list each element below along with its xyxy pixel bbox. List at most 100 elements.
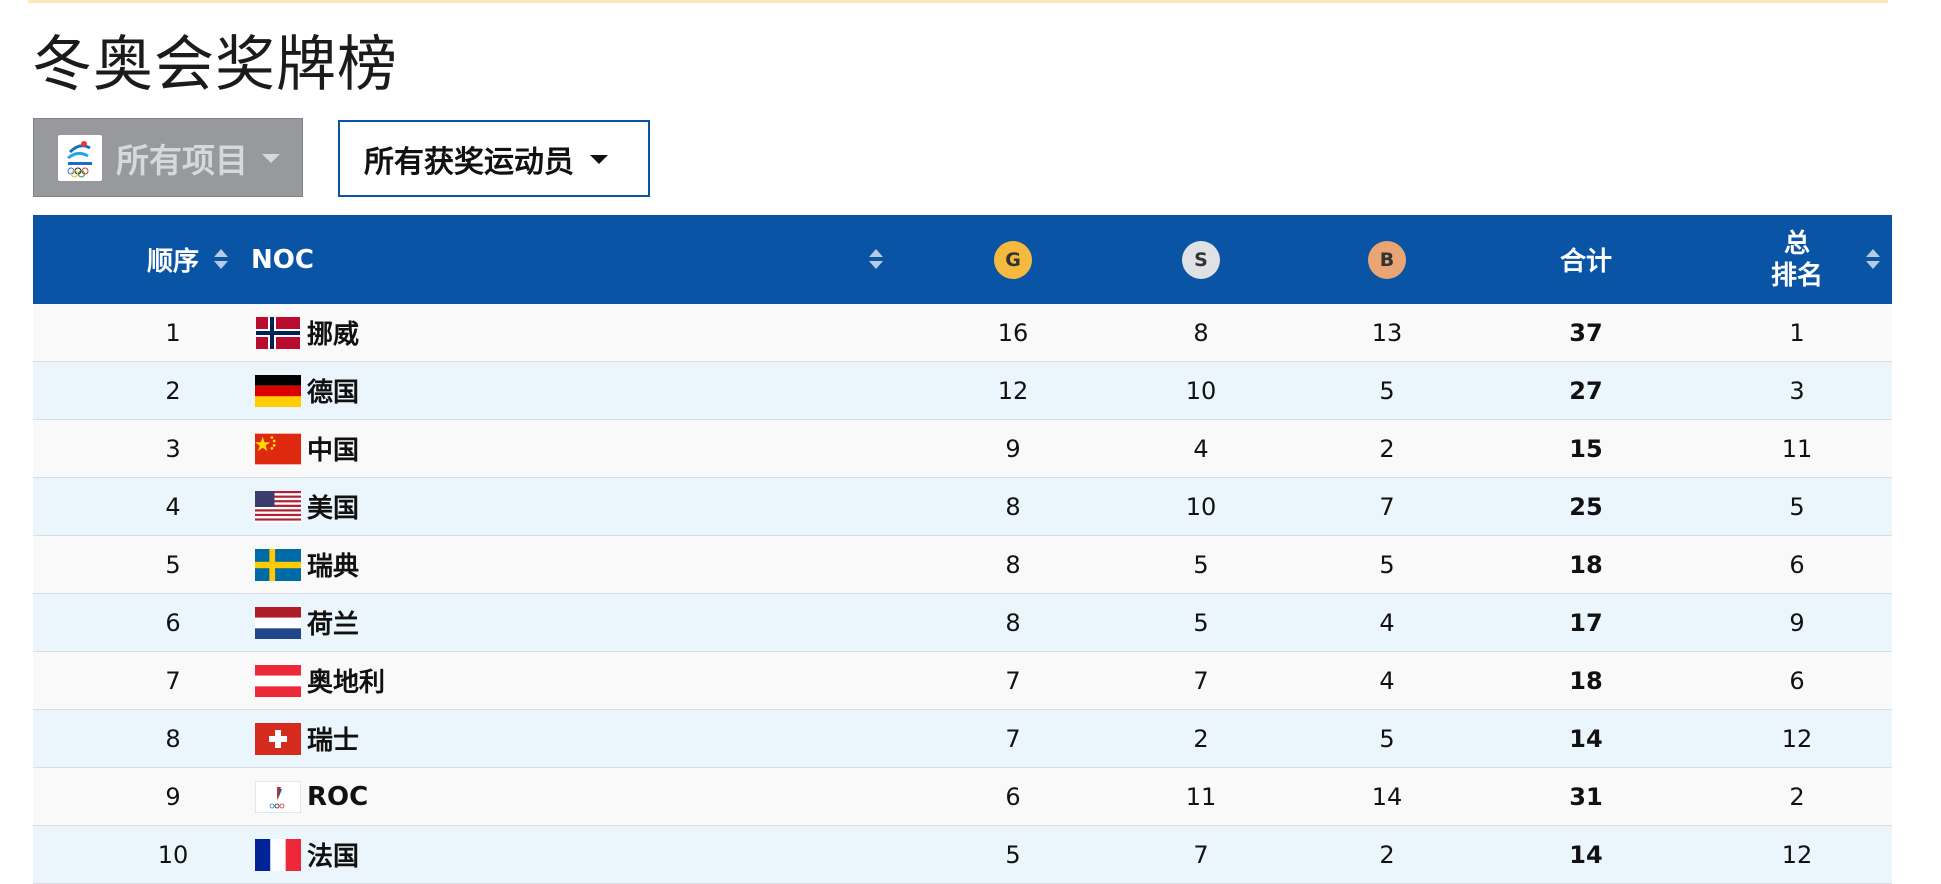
row-order: 7 xyxy=(165,666,181,695)
silver-count: 11 xyxy=(1185,782,1217,811)
header-rank-line2: 排名 xyxy=(1770,260,1823,291)
medal-table-body: 1 挪威 16 8 13 37 1 2 德国 12 10 5 27 3 3 中国 9 4 2 15 11 4 美国 8 10 7 2… xyxy=(33,304,1892,884)
switzerland-flag-icon xyxy=(255,722,301,755)
header-bronze[interactable]: B xyxy=(1327,215,1447,304)
gold-count: 5 xyxy=(1005,840,1021,869)
table-row[interactable]: 1 挪威 16 8 13 37 1 xyxy=(33,304,1892,362)
row-noc[interactable]: 法国 xyxy=(255,826,855,883)
overall-rank: 3 xyxy=(1789,376,1805,405)
header-rank-label: 总 排名 xyxy=(1771,228,1823,292)
top-accent-line xyxy=(28,0,1888,3)
row-noc[interactable]: 德国 xyxy=(255,362,855,419)
gold-count: 7 xyxy=(1005,724,1021,753)
total-count: 14 xyxy=(1569,724,1603,753)
overall-rank: 6 xyxy=(1789,550,1805,579)
country-name: ROC xyxy=(307,781,369,812)
row-order: 6 xyxy=(165,608,181,637)
gold-count: 8 xyxy=(1005,608,1021,637)
table-row[interactable]: 9 ROC 6 11 14 31 2 xyxy=(33,768,1892,826)
table-row[interactable]: 8 瑞士 7 2 5 14 12 xyxy=(33,710,1892,768)
silver-count: 7 xyxy=(1193,666,1209,695)
sort-icon[interactable] xyxy=(869,249,883,271)
row-noc[interactable]: 瑞士 xyxy=(255,710,855,767)
row-noc[interactable]: 瑞典 xyxy=(255,536,855,593)
country-name: 挪威 xyxy=(307,320,360,350)
header-order[interactable]: 顺序 xyxy=(93,215,253,304)
gold-medal-icon: G xyxy=(994,240,1032,279)
bronze-medal-icon: B xyxy=(1368,240,1406,279)
table-row[interactable]: 6 荷兰 8 5 4 17 9 xyxy=(33,594,1892,652)
athletes-dropdown[interactable]: 所有获奖运动员 xyxy=(338,120,650,197)
table-row[interactable]: 5 瑞典 8 5 5 18 6 xyxy=(33,536,1892,594)
total-count: 18 xyxy=(1569,666,1603,695)
bronze-count: 14 xyxy=(1371,782,1403,811)
row-order: 3 xyxy=(165,434,181,463)
bronze-count: 5 xyxy=(1379,376,1395,405)
bronze-count: 4 xyxy=(1379,666,1395,695)
country-name: 美国 xyxy=(307,494,360,524)
header-rank-line1: 总 xyxy=(1783,228,1810,259)
netherlands-flag-icon xyxy=(255,606,301,639)
sweden-flag-icon xyxy=(255,548,301,581)
table-row[interactable]: 2 德国 12 10 5 27 3 xyxy=(33,362,1892,420)
table-row[interactable]: 3 中国 9 4 2 15 11 xyxy=(33,420,1892,478)
sort-icon[interactable] xyxy=(214,249,228,271)
header-overall-rank[interactable]: 总 排名 xyxy=(1737,215,1857,304)
table-row[interactable]: 10 法国 5 7 2 14 12 xyxy=(33,826,1892,884)
country-name: 奥地利 xyxy=(307,668,386,698)
row-noc[interactable]: 挪威 xyxy=(255,304,855,361)
header-gold[interactable]: G xyxy=(953,215,1073,304)
header-silver[interactable]: S xyxy=(1141,215,1261,304)
header-total[interactable]: 合计 xyxy=(1526,215,1646,304)
overall-rank: 2 xyxy=(1789,782,1805,811)
row-order: 10 xyxy=(157,840,189,869)
row-noc[interactable]: 美国 xyxy=(255,478,855,535)
usa-flag-icon xyxy=(255,490,301,523)
header-total-label: 合计 xyxy=(1559,247,1612,277)
silver-count: 7 xyxy=(1193,840,1209,869)
events-dropdown-label: 所有项目 xyxy=(116,140,248,180)
gold-count: 7 xyxy=(1005,666,1021,695)
country-name: 瑞典 xyxy=(307,552,360,582)
overall-rank: 5 xyxy=(1789,492,1805,521)
silver-count: 10 xyxy=(1185,376,1217,405)
row-noc[interactable]: 奥地利 xyxy=(255,652,855,709)
country-name: 荷兰 xyxy=(307,610,360,640)
header-noc-label: NOC xyxy=(251,244,314,275)
total-count: 27 xyxy=(1569,376,1603,405)
sort-icon[interactable] xyxy=(1866,249,1880,271)
bronze-count: 2 xyxy=(1379,434,1395,463)
total-count: 15 xyxy=(1569,434,1603,463)
gold-count: 6 xyxy=(1005,782,1021,811)
table-row[interactable]: 7 奥地利 7 7 4 18 6 xyxy=(33,652,1892,710)
silver-count: 5 xyxy=(1193,550,1209,579)
chevron-down-icon xyxy=(262,154,280,163)
bronze-count: 5 xyxy=(1379,724,1395,753)
total-count: 31 xyxy=(1569,782,1603,811)
total-count: 18 xyxy=(1569,550,1603,579)
total-count: 25 xyxy=(1569,492,1603,521)
silver-count: 10 xyxy=(1185,492,1217,521)
country-name: 瑞士 xyxy=(307,726,360,756)
header-noc[interactable]: NOC xyxy=(251,215,331,304)
chevron-down-icon xyxy=(590,155,608,164)
gold-count: 12 xyxy=(997,376,1029,405)
france-flag-icon xyxy=(255,838,301,871)
total-count: 17 xyxy=(1569,608,1603,637)
germany-flag-icon xyxy=(255,374,301,407)
row-noc[interactable]: 荷兰 xyxy=(255,594,855,651)
row-noc[interactable]: 中国 xyxy=(255,420,855,477)
row-noc[interactable]: ROC xyxy=(255,768,855,825)
table-row[interactable]: 4 美国 8 10 7 25 5 xyxy=(33,478,1892,536)
overall-rank: 6 xyxy=(1789,666,1805,695)
bronze-count: 7 xyxy=(1379,492,1395,521)
bronze-count: 4 xyxy=(1379,608,1395,637)
silver-count: 5 xyxy=(1193,608,1209,637)
bronze-count: 2 xyxy=(1379,840,1395,869)
norway-flag-icon xyxy=(255,316,301,349)
gold-count: 16 xyxy=(997,318,1029,347)
overall-rank: 12 xyxy=(1781,724,1813,753)
silver-medal-icon: S xyxy=(1182,240,1220,279)
events-dropdown[interactable]: 所有项目 xyxy=(33,118,303,197)
country-name: 法国 xyxy=(307,842,360,872)
